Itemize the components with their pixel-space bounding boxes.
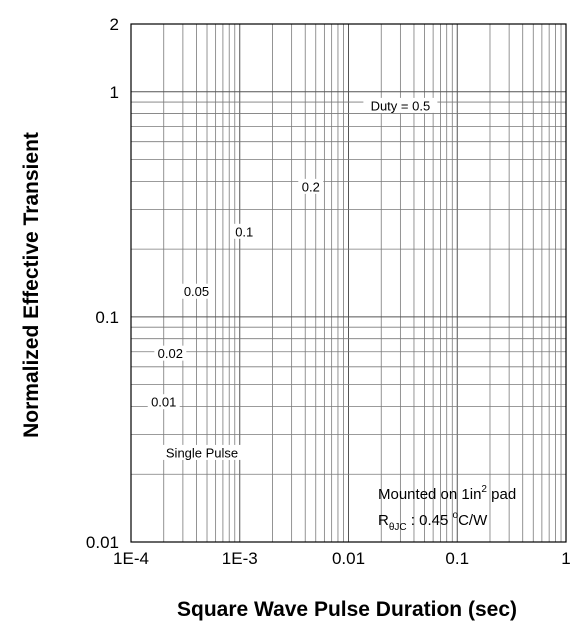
duty-label-background (180, 283, 213, 299)
thermal-resistance-note: RθJC : 0.45 oC/W (378, 510, 488, 533)
duty-label: 0.1 (231, 223, 257, 239)
x-tick-label: 1 (561, 549, 570, 568)
plot-frame (130, 23, 567, 543)
y-tick-label: 0.01 (86, 533, 119, 552)
x-tick-label: 1E-4 (113, 549, 149, 568)
y-axis-title: Normalized Effective Transient (20, 132, 43, 438)
duty-label-text: Duty = 0.5 (371, 98, 431, 113)
duty-label: Duty = 0.5 (363, 97, 438, 113)
duty-label: 0.05 (180, 283, 213, 299)
duty-label: 0.02 (154, 345, 187, 361)
x-axis-title: Square Wave Pulse Duration (sec) (177, 598, 517, 621)
mounting-note-line1: Mounted on 1in2 pad (378, 484, 516, 503)
duty-label-text: 0.02 (158, 346, 183, 361)
x-tick-label: 0.01 (332, 549, 365, 568)
duty-label-text: Single Pulse (166, 445, 238, 460)
x-tick-labels: 1E-4 1E-3 0.01 0.1 1 (113, 549, 571, 568)
x-tick-label: 0.1 (445, 549, 469, 568)
mounting-note: Mounted on 1in2 pad RθJC : 0.45 oC/W (378, 484, 516, 533)
y-tick-label: 1 (110, 83, 119, 102)
duty-label: Single Pulse (158, 444, 247, 460)
duty-label-text: 0.01 (151, 395, 176, 410)
y-tick-label: 0.1 (95, 308, 119, 327)
duty-label-background (363, 97, 438, 113)
grid-lines (131, 24, 566, 542)
duty-label-text: 0.1 (235, 224, 253, 239)
x-tick-label: 1E-3 (222, 549, 258, 568)
duty-label-text: 0.05 (184, 284, 209, 299)
duty-label-background (147, 394, 180, 410)
y-tick-labels: 0.01 0.1 1 2 (86, 15, 119, 552)
duty-label-background (231, 223, 257, 239)
duty-label-text: 0.2 (302, 179, 320, 194)
duty-label: 0.2 (298, 178, 324, 194)
duty-label: 0.01 (147, 394, 180, 410)
duty-annotations: Duty = 0.5 0.2 0.1 0.05 0.02 0.01 Single Pulse (147, 97, 438, 460)
duty-label-background (158, 444, 247, 460)
duty-label-background (298, 178, 324, 194)
y-tick-label: 2 (110, 15, 119, 34)
duty-label-background (154, 345, 187, 361)
